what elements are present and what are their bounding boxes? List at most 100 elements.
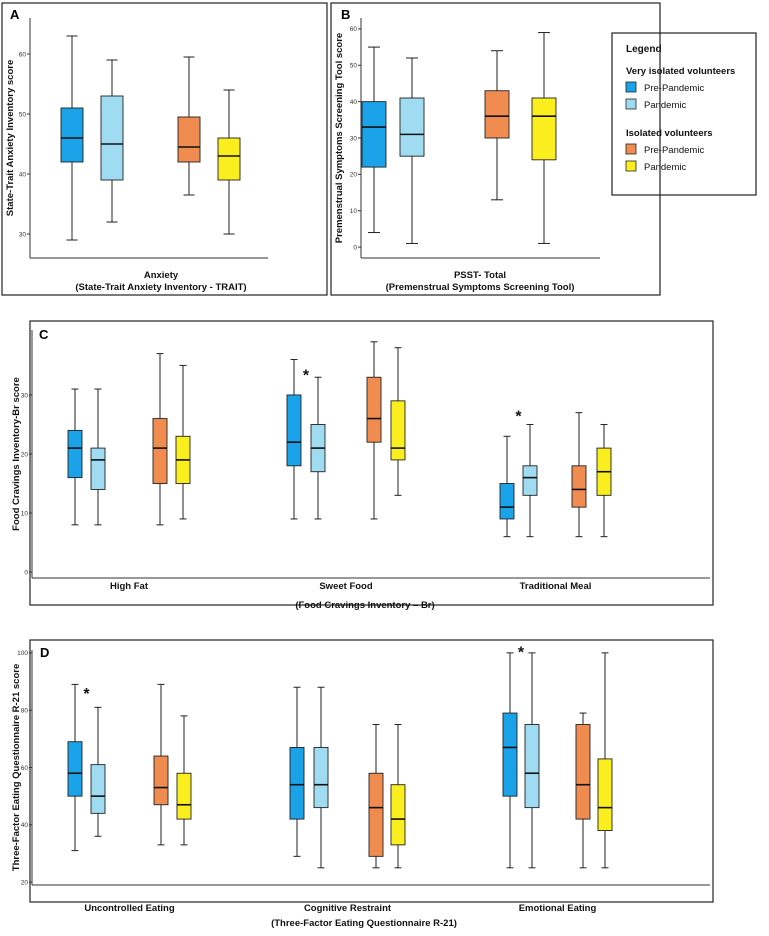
iqr-box bbox=[217, 137, 241, 181]
panel-c-boxplot bbox=[499, 435, 515, 538]
panel-d-boxplot bbox=[90, 706, 106, 837]
panel-d-category-label: Emotional Eating bbox=[519, 903, 597, 914]
panel-b-boxplot bbox=[531, 32, 557, 244]
panel-d-boxplot bbox=[67, 683, 83, 852]
panel-d-y-tick-label: 40 bbox=[21, 822, 29, 829]
iqr-box bbox=[484, 90, 510, 139]
iqr-box bbox=[399, 97, 425, 157]
panel-c-category-label: Sweet Food bbox=[319, 581, 373, 592]
iqr-box bbox=[289, 746, 305, 820]
panel-c-significance-star: * bbox=[303, 367, 310, 384]
panel-c-y-tick-label: 10 bbox=[21, 510, 29, 517]
panel-a-x-axis-label: (State-Trait Anxiety Inventory - TRAIT) bbox=[75, 282, 246, 293]
panel-d-significance-star: * bbox=[83, 686, 90, 703]
iqr-box bbox=[571, 465, 587, 508]
panel-c-frame bbox=[29, 320, 714, 606]
iqr-box bbox=[575, 724, 591, 820]
panel-c-y-tick-label: 0 bbox=[24, 569, 28, 576]
legend-title: Legend bbox=[626, 44, 662, 55]
panel-a-y-tick-label: 60 bbox=[19, 51, 27, 58]
panel-b-y-tick-label: 50 bbox=[350, 63, 358, 70]
panel-b-letter: B bbox=[341, 7, 350, 22]
iqr-box bbox=[90, 764, 106, 814]
iqr-box bbox=[177, 116, 201, 163]
panel-c-category-label: Traditional Meal bbox=[520, 581, 592, 592]
panel-d-y-tick-label: 80 bbox=[21, 707, 29, 714]
panel-d-boxplot bbox=[289, 686, 305, 857]
panel-c-boxplot bbox=[90, 388, 106, 526]
panel-b-y-tick-label: 30 bbox=[350, 135, 358, 142]
panel-b-x-axis-label: (Premenstrual Symptoms Screening Tool) bbox=[386, 282, 575, 293]
iqr-box bbox=[176, 772, 192, 820]
iqr-box bbox=[390, 400, 406, 461]
panel-c-boxplot bbox=[175, 364, 191, 520]
panel-d-category-label: Cognitive Restraint bbox=[304, 903, 392, 914]
panel-a-y-tick-label: 40 bbox=[19, 171, 27, 178]
panel-d-y-tick-label: 100 bbox=[17, 650, 28, 657]
iqr-box bbox=[286, 394, 302, 467]
legend-group-title: Isolated volunteers bbox=[626, 128, 713, 139]
iqr-box bbox=[368, 772, 384, 857]
iqr-box bbox=[152, 418, 168, 484]
panel-b-boxplot bbox=[361, 46, 387, 234]
panel-a-boxplot bbox=[177, 56, 201, 196]
panel-c-boxplot bbox=[596, 423, 612, 538]
panel-a-x-axis-label: Anxiety bbox=[144, 270, 179, 281]
panel-d-boxplot bbox=[176, 715, 192, 846]
panel-c-boxplot bbox=[366, 341, 382, 520]
panel-c-boxplot bbox=[522, 423, 538, 538]
panel-d-boxplot bbox=[524, 652, 540, 869]
iqr-box bbox=[390, 784, 406, 846]
panel-b-boxplot bbox=[399, 57, 425, 244]
legend-item-label: Pandemic bbox=[644, 162, 686, 173]
panel-b-y-axis-label: Premenstrual Symptoms Screening Tool sco… bbox=[334, 33, 345, 243]
iqr-box bbox=[531, 97, 557, 161]
panel-b-y-tick-label: 40 bbox=[350, 99, 358, 106]
panel-c-letter: C bbox=[39, 327, 49, 342]
panel-d-x-axis-label: (Three-Factor Eating Questionnaire R-21) bbox=[271, 918, 457, 929]
panel-a-boxplot bbox=[217, 89, 241, 235]
panel-d-boxplot bbox=[575, 712, 591, 869]
panel-d-boxplot bbox=[597, 652, 613, 869]
iqr-box bbox=[153, 755, 169, 806]
panel-c-category-label: High Fat bbox=[110, 581, 149, 592]
panel-d-y-tick-label: 60 bbox=[21, 765, 29, 772]
legend-item-label: Pandemic bbox=[644, 100, 686, 111]
panel-d-letter: D bbox=[40, 645, 49, 660]
panel-c-boxplot bbox=[310, 376, 326, 520]
legend-swatch bbox=[625, 81, 637, 93]
panel-b-frame bbox=[330, 2, 661, 296]
panel-d-boxplot bbox=[390, 724, 406, 869]
iqr-box bbox=[366, 376, 382, 443]
panel-a-y-tick-label: 50 bbox=[19, 111, 27, 118]
panel-c-x-axis-label: (Food Cravings Inventory – Br) bbox=[295, 600, 434, 611]
panel-d-boxplot bbox=[153, 683, 169, 846]
panel-a-y-tick-label: 30 bbox=[19, 231, 27, 238]
panel-c-y-axis-label: Food Cravings Inventory-Br score bbox=[11, 377, 22, 531]
iqr-box bbox=[597, 758, 613, 831]
iqr-box bbox=[499, 483, 515, 520]
legend-frame bbox=[611, 32, 757, 196]
panel-a-y-axis-label: State-Trait Anxiety Inventory score bbox=[5, 60, 16, 216]
panel-c-significance-star: * bbox=[515, 409, 522, 426]
panel-c-boxplot bbox=[286, 359, 302, 520]
panel-b-y-tick-label: 0 bbox=[353, 244, 357, 251]
panel-d-category-label: Uncontrolled Eating bbox=[84, 903, 174, 914]
legend-swatch bbox=[625, 143, 637, 155]
panel-c-boxplot bbox=[571, 412, 587, 538]
iqr-box bbox=[60, 107, 84, 163]
panel-a-boxplot bbox=[60, 35, 84, 241]
legend-item-label: Pre-Pandemic bbox=[644, 83, 704, 94]
panel-d-y-tick-label: 20 bbox=[21, 879, 29, 886]
iqr-box bbox=[90, 447, 106, 490]
panel-d-boxplot bbox=[502, 652, 518, 869]
panel-d-boxplot bbox=[313, 686, 329, 869]
panel-b-y-tick-label: 10 bbox=[350, 208, 358, 215]
iqr-box bbox=[524, 724, 540, 809]
iqr-box bbox=[100, 95, 124, 181]
legend-swatch bbox=[625, 160, 637, 172]
legend-swatch bbox=[625, 98, 637, 110]
legend-item-label: Pre-Pandemic bbox=[644, 145, 704, 156]
panel-a-letter: A bbox=[10, 7, 20, 22]
